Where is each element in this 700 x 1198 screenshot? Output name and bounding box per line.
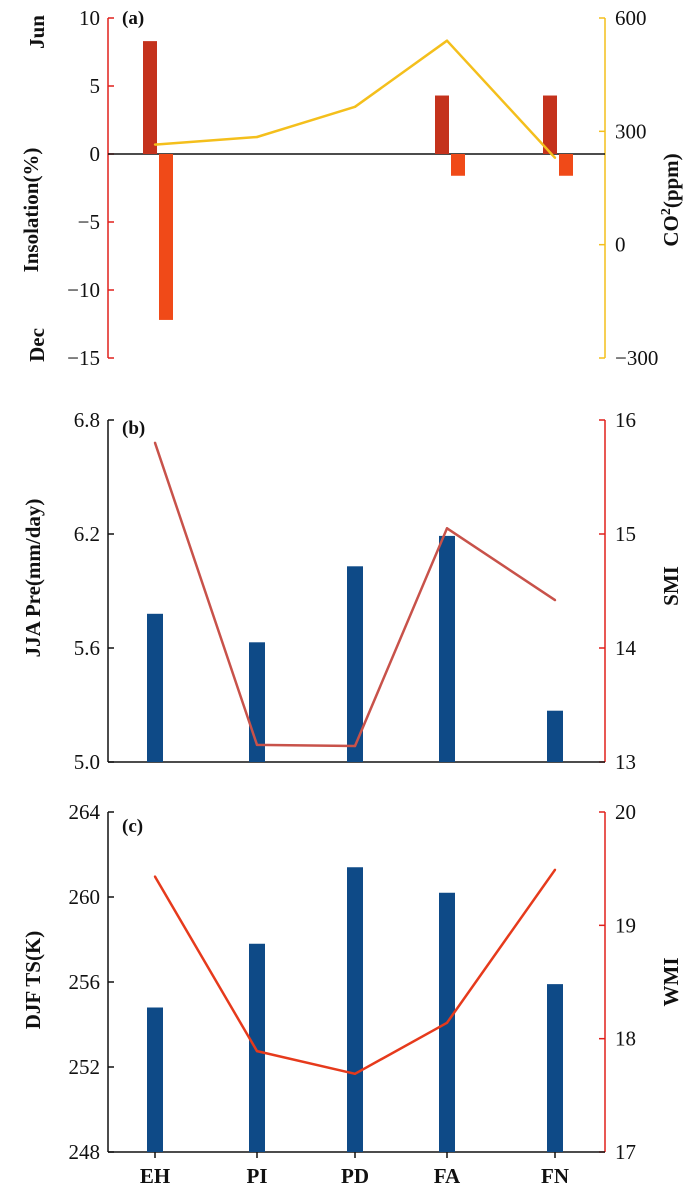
left-tick-label: 5.0 xyxy=(74,750,100,774)
x-tick-label-EH: EH xyxy=(140,1164,170,1188)
bar-FA xyxy=(439,535,455,762)
bar-dec-EH xyxy=(159,154,173,320)
x-tick-label-PI: PI xyxy=(247,1164,268,1188)
right-tick-label: 20 xyxy=(615,800,636,824)
panel-a-right-axis: 600 300 0 −300 xyxy=(599,6,658,370)
panel-a-ylabel: Insolation(%) xyxy=(19,148,43,273)
line-point-EH xyxy=(153,441,157,444)
panel-c-x-axis: EH PI PD FA FN xyxy=(140,1152,569,1188)
left-tick-label: 248 xyxy=(69,1140,101,1164)
right-tick-label: 13 xyxy=(615,750,636,774)
x-tick-label-FN: FN xyxy=(541,1164,569,1188)
left-tick-label: −15 xyxy=(67,346,100,370)
left-tick-label: 5.6 xyxy=(74,636,100,660)
panel-c-ylabel: DJF TS(K) xyxy=(21,931,45,1030)
bar-FN xyxy=(547,710,563,762)
left-tick-label: 264 xyxy=(69,800,101,824)
right-tick-label: −300 xyxy=(615,346,658,370)
panel-b: (b) JJA Pre(mm/day) SMI 6.86.25.65.0 161… xyxy=(21,408,683,774)
right-tick-label: 15 xyxy=(615,522,636,546)
panel-a-bottom-label: Dec xyxy=(25,328,49,362)
bar-dec-FA xyxy=(451,154,465,176)
line-point-FA xyxy=(445,39,449,42)
panel-a-left-axis: 10 5 0 −5 −10 −15 xyxy=(67,6,114,370)
left-tick-label: 6.2 xyxy=(74,522,100,546)
line-point-FN xyxy=(553,598,557,602)
left-tick-label: −10 xyxy=(67,278,100,302)
left-tick-label: 6.8 xyxy=(74,408,100,432)
left-tick-label: 256 xyxy=(69,970,101,994)
bar-dec-FN xyxy=(559,154,573,176)
panel-c: (c) DJF TS(K) WMI 264 260 256 252 248 20 19 18… xyxy=(21,800,683,1188)
left-tick-label: 5 xyxy=(90,74,101,98)
panel-b-label: (b) xyxy=(122,418,145,439)
panel-b-left-axis: 6.8 6.2 5.6 5.0 xyxy=(74,408,114,774)
left-tick-label: −5 xyxy=(78,210,100,234)
panel-c-wmi-line xyxy=(153,868,557,1076)
panel-c-bars xyxy=(108,867,605,1153)
line-point-FN xyxy=(553,156,557,159)
panel-c-left-axis: 264 260 256 252 248 xyxy=(69,800,114,1164)
line-point-EH xyxy=(153,143,157,146)
panel-a-top-label: Jun xyxy=(25,15,49,49)
panel-b-right-axis: 16 15 14 13 xyxy=(599,408,637,774)
line-point-PI xyxy=(255,743,259,747)
left-tick-label: 0 xyxy=(90,142,101,166)
right-tick-label: 600 xyxy=(615,6,647,30)
panel-a-y2label: CO2(ppm) xyxy=(659,153,683,246)
right-tick-label: 17 xyxy=(615,1140,636,1164)
bar-FN xyxy=(547,984,563,1152)
line-point-PD xyxy=(353,105,357,108)
x-tick-label-FA: FA xyxy=(434,1164,461,1188)
bar-PI xyxy=(249,943,265,1152)
panel-a-label: (a) xyxy=(122,8,144,29)
x-tick-label-PD: PD xyxy=(341,1164,369,1188)
right-tick-label: 16 xyxy=(615,408,636,432)
left-tick-label: 252 xyxy=(69,1055,101,1079)
line-point-FA xyxy=(445,527,449,530)
panel-b-y2label: SMI xyxy=(659,566,683,606)
bar-PD xyxy=(347,566,363,762)
bar-jun-FN xyxy=(543,95,557,154)
right-tick-label: 300 xyxy=(615,119,647,143)
left-tick-label: 10 xyxy=(79,6,100,30)
panel-c-label: (c) xyxy=(122,816,143,837)
line-point-PD xyxy=(353,744,357,748)
bar-EH xyxy=(147,1007,163,1152)
bar-PD xyxy=(347,867,363,1152)
line-point-EH xyxy=(153,875,157,878)
right-tick-label: 19 xyxy=(615,913,636,937)
line-point-PI xyxy=(255,1049,259,1053)
panel-a: (a) Jun Insolation(%) Dec CO2(ppm) 10 5 0 −… xyxy=(19,6,683,370)
panel-a-bars xyxy=(108,41,605,320)
right-tick-label: 14 xyxy=(615,636,637,660)
right-tick-label: 18 xyxy=(615,1027,636,1051)
bar-EH xyxy=(147,613,163,762)
panel-c-right-axis: 20 19 18 17 xyxy=(599,800,636,1164)
line-point-PD xyxy=(353,1072,357,1076)
panel-b-bars xyxy=(108,535,605,763)
bar-jun-EH xyxy=(143,41,157,155)
right-tick-label: 0 xyxy=(615,233,626,257)
left-tick-label: 260 xyxy=(69,885,101,909)
line-CO2 xyxy=(154,39,556,159)
panel-b-smi-line xyxy=(153,441,557,748)
line-point-FN xyxy=(553,868,557,871)
line-point-FA xyxy=(445,1021,449,1024)
panel-b-ylabel: JJA Pre(mm/day) xyxy=(21,499,45,658)
bar-jun-FA xyxy=(435,95,449,154)
line-point-PI xyxy=(255,135,259,139)
panel-a-co2-line xyxy=(153,39,557,159)
panel-c-y2label: WMI xyxy=(659,958,683,1007)
